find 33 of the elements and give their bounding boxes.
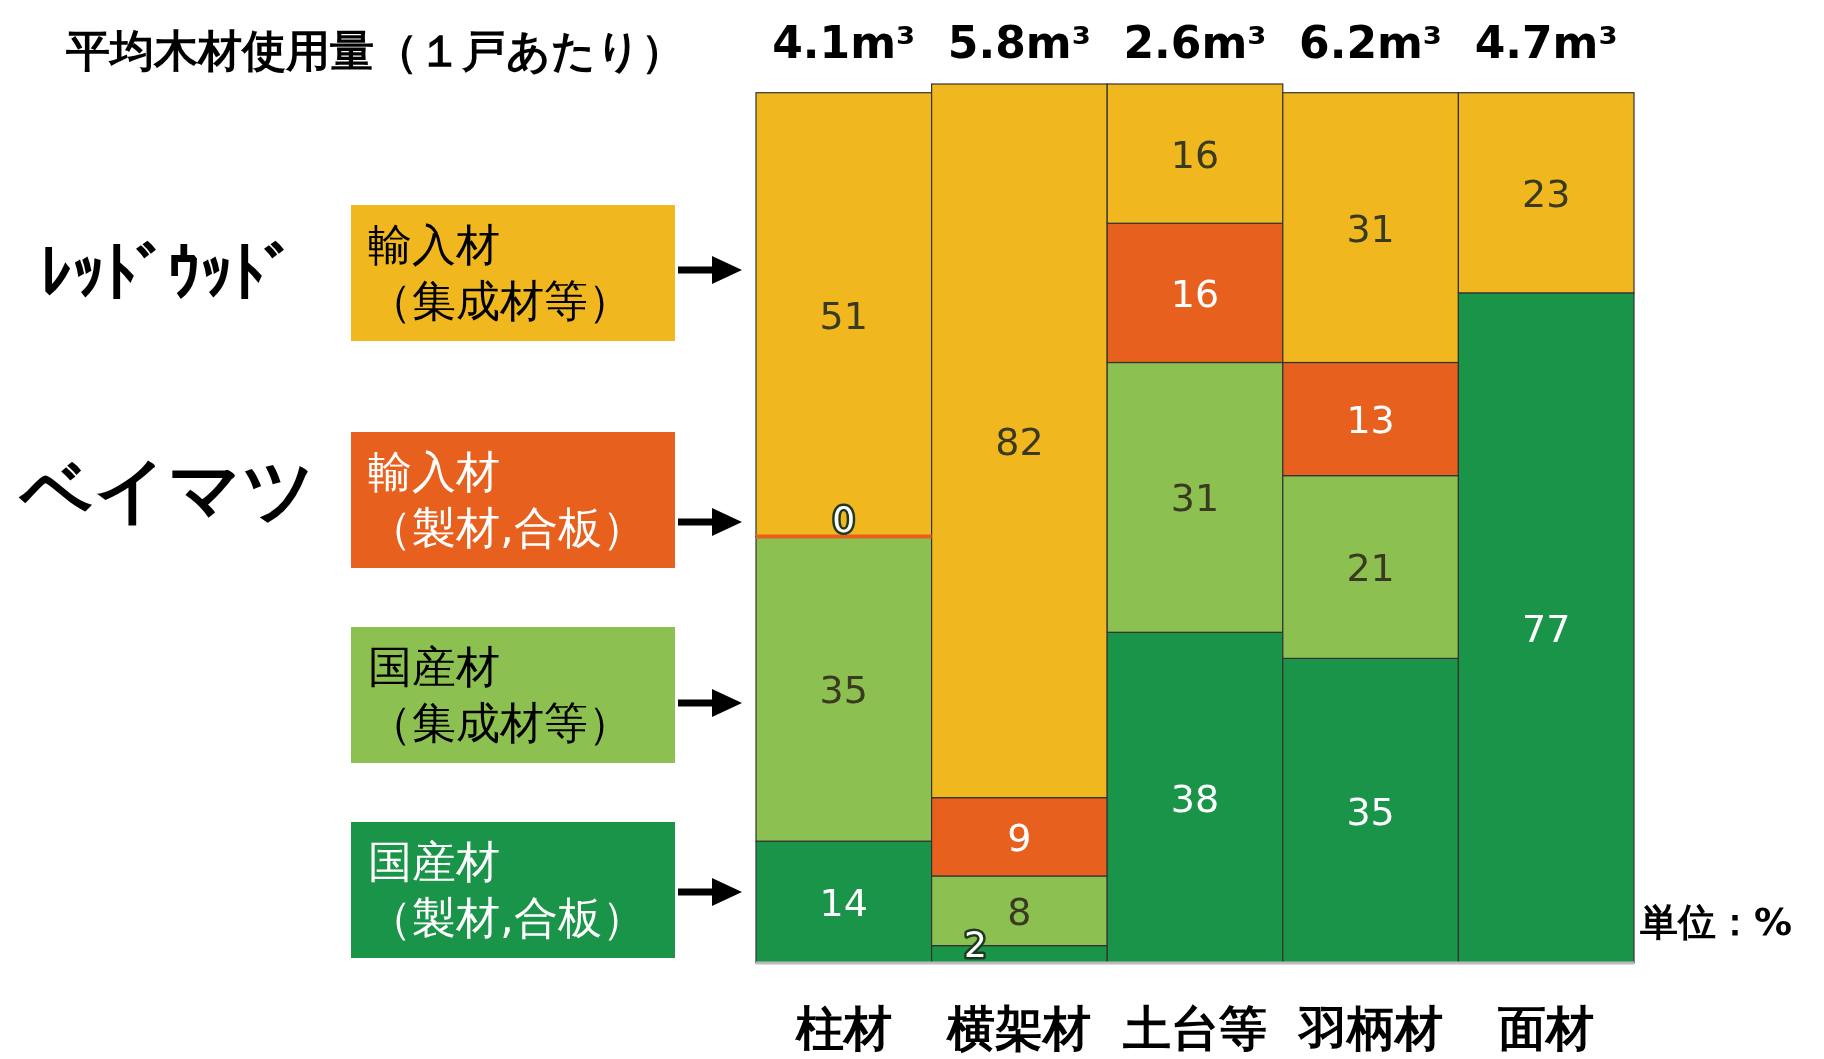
data-label: 38 <box>1170 776 1220 821</box>
data-label: 35 <box>1346 789 1395 834</box>
data-label: 16 <box>1170 132 1220 177</box>
text: 平均木材使用量（１戸あたり） <box>66 25 685 76</box>
text: 6.2m³ <box>1299 17 1443 68</box>
text: 4.7m³ <box>1474 17 1618 68</box>
data-label: 23 <box>1522 171 1571 216</box>
text: 4.1m³ <box>772 17 916 68</box>
x-tick-label: 土台等 <box>1123 1000 1267 1056</box>
data-label: 8 <box>1007 889 1032 934</box>
text: 5.8m³ <box>947 17 1091 68</box>
x-tick-label: 羽柄材 <box>1296 1000 1443 1056</box>
data-label: 16 <box>1170 271 1220 316</box>
data-label: 31 <box>1170 476 1220 521</box>
data-label: 21 <box>1346 546 1395 591</box>
data-label: 2 <box>964 924 987 965</box>
data-label: 51 <box>819 293 868 338</box>
data-label: 82 <box>995 419 1044 464</box>
legend: 輸入材（集成材等） 輸入材（製材,合板） 国産材（集成材等） 国産材（製材,合板） <box>351 205 742 958</box>
data-label: 35 <box>819 667 868 712</box>
x-tick-label: 面材 <box>1498 1000 1595 1056</box>
data-label: 14 <box>819 881 868 926</box>
data-label: 77 <box>1522 606 1571 651</box>
text: ベイマツ <box>18 448 316 532</box>
data-label: 0 <box>832 498 856 540</box>
data-label: 31 <box>1346 206 1395 251</box>
text: 2.6m³ <box>1123 17 1267 68</box>
data-label: 13 <box>1346 398 1395 443</box>
data-label: 9 <box>1007 815 1032 860</box>
text: 単位：% <box>1640 900 1793 944</box>
x-tick-label: 横架材 <box>945 1000 1092 1056</box>
x-tick-label: 柱材 <box>793 1000 892 1056</box>
text: ﾚｯﾄﾞｳｯﾄﾞ <box>40 236 296 310</box>
